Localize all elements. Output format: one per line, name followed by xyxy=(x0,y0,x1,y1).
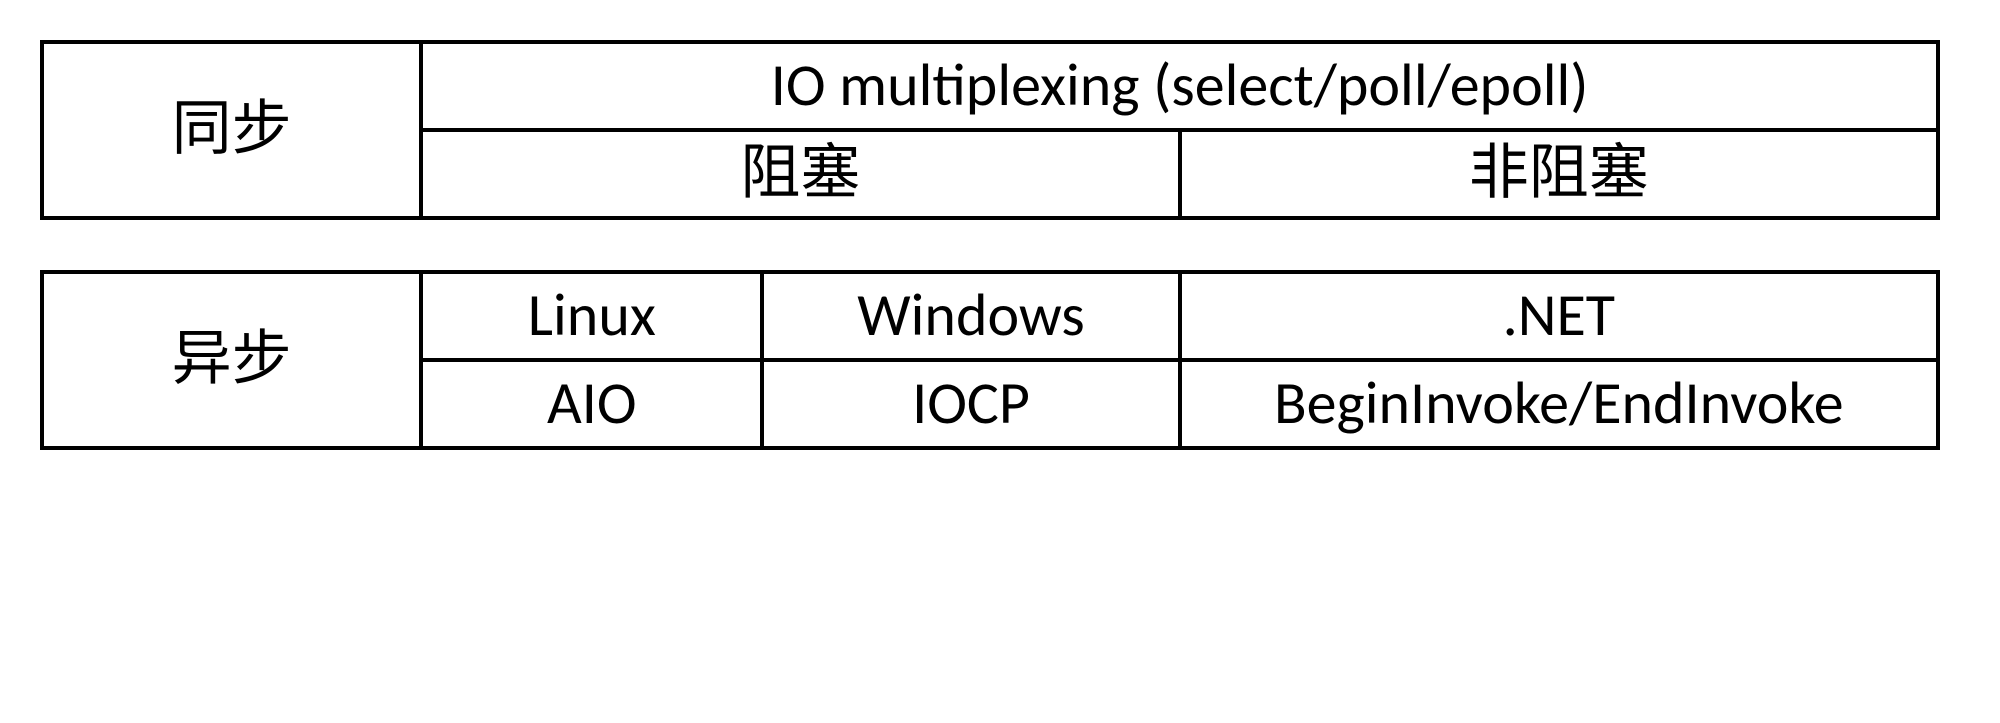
table-row: 异步 Linux Windows .NET xyxy=(42,272,1938,360)
tables-container: 同步 IO multiplexing (select/poll/epoll) 阻… xyxy=(40,40,1940,450)
async-row-label: 异步 xyxy=(42,272,421,448)
sync-cell-blocking: 阻塞 xyxy=(421,130,1179,218)
async-cell-aio: AIO xyxy=(421,360,762,448)
sync-header: IO multiplexing (select/poll/epoll) xyxy=(421,42,1938,130)
async-header-windows: Windows xyxy=(762,272,1179,360)
async-header-linux: Linux xyxy=(421,272,762,360)
sync-cell-nonblocking: 非阻塞 xyxy=(1180,130,1938,218)
sync-table: 同步 IO multiplexing (select/poll/epoll) 阻… xyxy=(40,40,1940,220)
table-spacer xyxy=(40,220,1940,270)
table-row: 同步 IO multiplexing (select/poll/epoll) xyxy=(42,42,1938,130)
async-table: 异步 Linux Windows .NET AIO IOCP BeginInvo… xyxy=(40,270,1940,450)
async-cell-iocp: IOCP xyxy=(762,360,1179,448)
async-header-dotnet: .NET xyxy=(1180,272,1938,360)
sync-row-label: 同步 xyxy=(42,42,421,218)
async-cell-begininvoke: BeginInvoke/EndInvoke xyxy=(1180,360,1938,448)
